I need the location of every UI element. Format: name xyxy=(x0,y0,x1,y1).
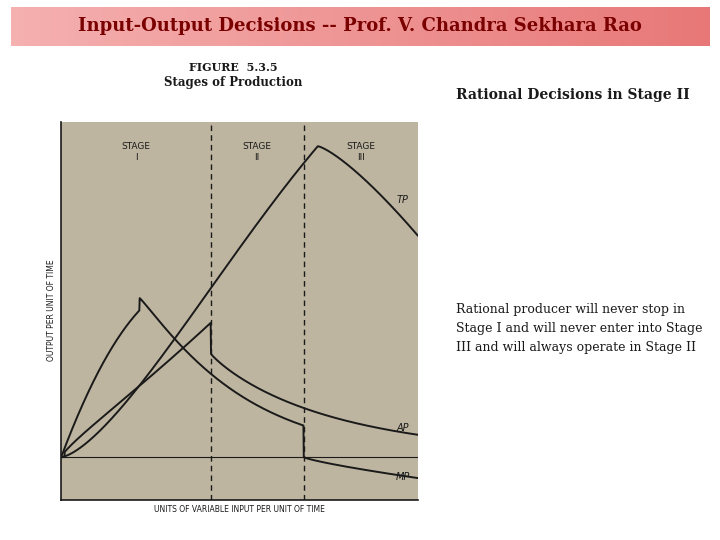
Text: Stages of Production: Stages of Production xyxy=(164,76,302,89)
Text: Rational Decisions in Stage II: Rational Decisions in Stage II xyxy=(456,88,690,102)
Text: FIGURE  5.3.5: FIGURE 5.3.5 xyxy=(189,62,278,73)
X-axis label: UNITS OF VARIABLE INPUT PER UNIT OF TIME: UNITS OF VARIABLE INPUT PER UNIT OF TIME xyxy=(154,505,325,514)
Text: STAGE
I: STAGE I xyxy=(122,143,150,163)
Text: Rational producer will never stop in
Stage I and will never enter into Stage
III: Rational producer will never stop in Sta… xyxy=(456,303,703,354)
Text: STAGE
III: STAGE III xyxy=(346,143,375,163)
Text: STAGE
II: STAGE II xyxy=(243,143,271,163)
Text: TP: TP xyxy=(396,195,408,205)
Text: MP: MP xyxy=(396,471,410,482)
Text: AP: AP xyxy=(396,423,409,433)
Text: Input-Output Decisions -- Prof. V. Chandra Sekhara Rao: Input-Output Decisions -- Prof. V. Chand… xyxy=(78,17,642,36)
Y-axis label: OUTPUT PER UNIT OF TIME: OUTPUT PER UNIT OF TIME xyxy=(47,260,55,361)
